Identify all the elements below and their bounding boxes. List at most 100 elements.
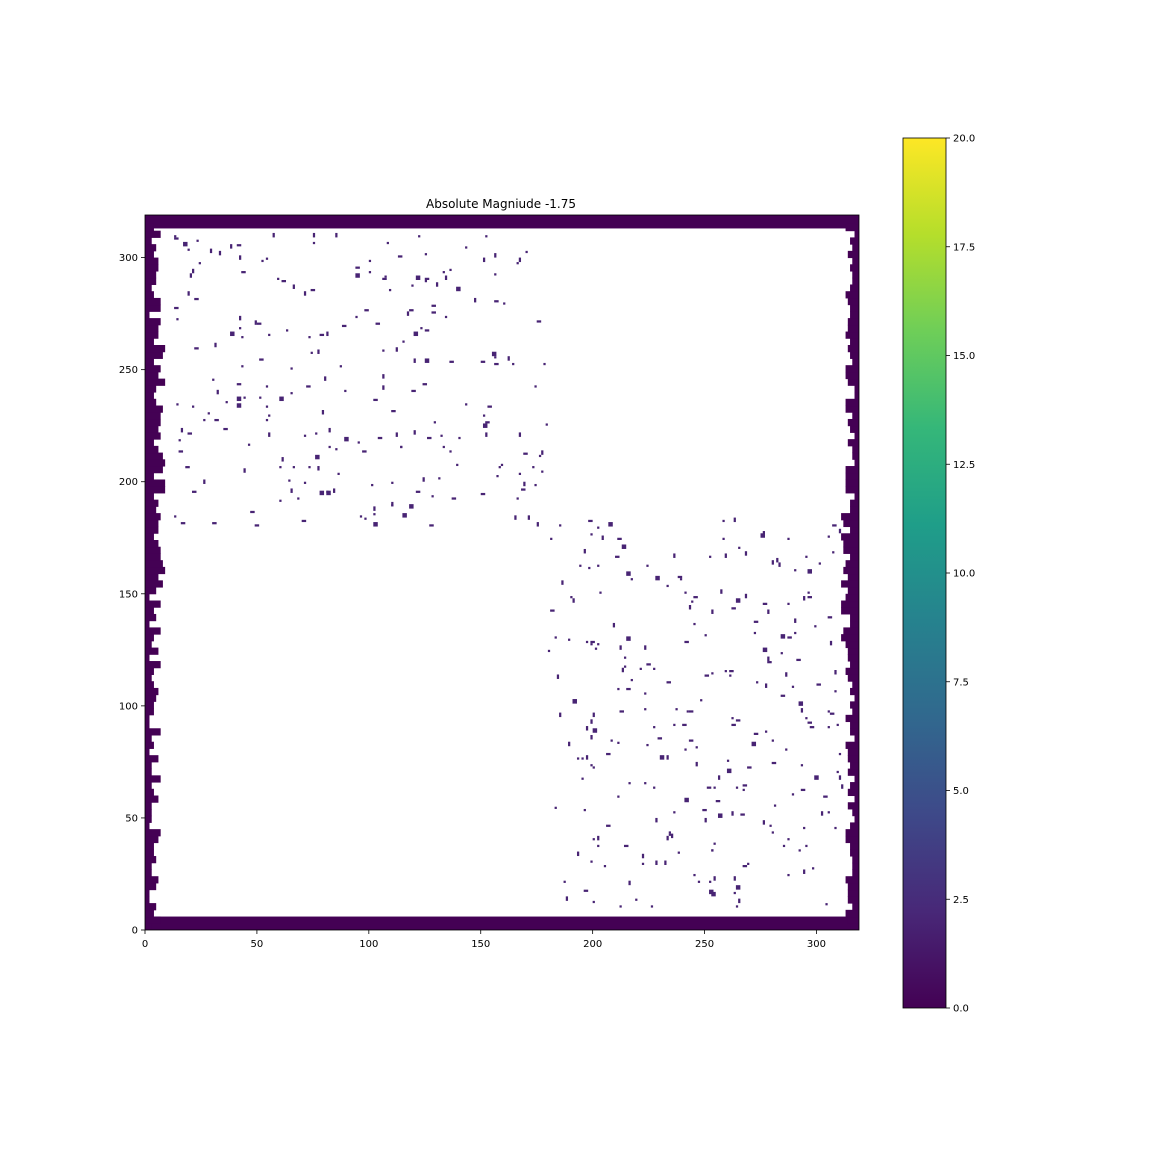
border-cell-left	[145, 432, 161, 440]
heatmap-cell	[545, 423, 548, 426]
border-cell-right	[841, 533, 859, 541]
border-cell-left	[145, 909, 154, 918]
heatmap-cell	[326, 490, 329, 493]
heatmap-cell	[411, 284, 414, 287]
heatmap-cell	[259, 396, 262, 399]
heatmap-cell	[265, 257, 269, 260]
heatmap-cell	[684, 640, 689, 644]
heatmap-cell	[268, 414, 271, 417]
border-cell-right	[850, 351, 859, 359]
heatmap-cell	[315, 432, 318, 435]
heatmap-cell	[458, 436, 461, 440]
border-cell-right	[845, 371, 859, 380]
heatmap-cell	[619, 645, 622, 650]
heatmap-cell	[742, 865, 748, 868]
heatmap-cell	[189, 273, 193, 278]
heatmap-cell	[203, 479, 206, 484]
border-cell-left	[145, 291, 154, 299]
heatmap-cell	[431, 495, 434, 498]
heatmap-cell	[590, 640, 595, 644]
heatmap-cell	[644, 692, 647, 695]
heatmap-cell	[606, 824, 611, 827]
heatmap-cell	[362, 450, 367, 453]
colorbar-tick-label: 2.5	[953, 895, 969, 906]
border-band-top	[145, 215, 859, 229]
border-cell-left	[145, 459, 166, 467]
heatmap-cell	[798, 701, 804, 706]
border-cell-left	[145, 755, 159, 763]
heatmap-cell	[344, 389, 347, 393]
heatmap-cell	[292, 466, 295, 469]
heatmap-cell	[628, 880, 631, 886]
heatmap-cell	[827, 811, 830, 814]
heatmap-cell	[729, 670, 734, 673]
border-cell-right	[845, 909, 859, 918]
heatmap-cell	[717, 813, 723, 818]
heatmap-cell	[303, 481, 307, 484]
heatmap-cell	[621, 544, 627, 549]
heatmap-cell	[418, 235, 421, 238]
heatmap-cell	[807, 596, 812, 599]
heatmap-cell	[731, 723, 736, 727]
heatmap-cell	[375, 322, 381, 325]
heatmap-cell	[402, 513, 407, 518]
heatmap-cell	[803, 826, 806, 830]
heatmap-cell	[194, 297, 199, 301]
heatmap-cell	[281, 457, 284, 462]
heatmap-cell	[670, 833, 674, 839]
border-cell-left	[145, 385, 157, 393]
heatmap-cell	[791, 793, 795, 796]
heatmap-cell	[666, 681, 671, 684]
heatmap-cell	[449, 450, 452, 453]
border-cell-right	[854, 775, 859, 783]
heatmap-cell	[415, 275, 421, 280]
heatmap-cell	[328, 427, 331, 433]
heatmap-cell	[433, 421, 436, 424]
border-cell-right	[847, 318, 859, 326]
heatmap-cell	[297, 497, 300, 500]
heatmap-cell	[576, 757, 580, 760]
heatmap-cell	[523, 481, 526, 487]
heatmap-cell	[688, 710, 694, 713]
chart-title: Absolute Magniude -1.75	[426, 197, 576, 211]
heatmap-cell	[619, 710, 624, 713]
heatmap-cell	[677, 851, 680, 854]
x-tick-label: 150	[471, 939, 490, 950]
border-cell-left	[145, 627, 161, 635]
heatmap-cell	[590, 735, 593, 740]
x-axis: 0 50 100 150 200 250 300	[142, 930, 826, 950]
border-cell-left	[145, 869, 152, 877]
border-cell-right	[843, 566, 859, 575]
heatmap-cell	[339, 365, 342, 368]
border-cell-right	[850, 842, 859, 850]
heatmap-cell	[373, 398, 378, 402]
border-cell-right	[854, 392, 859, 400]
border-cell-left	[145, 479, 166, 487]
heatmap-cell	[413, 358, 416, 363]
heatmap-cell	[230, 331, 235, 337]
heatmap-cell	[771, 560, 774, 565]
heatmap-cell	[666, 755, 669, 760]
border-cell-right	[854, 217, 859, 225]
heatmap-cell	[536, 522, 539, 527]
border-cell-left	[145, 808, 152, 817]
heatmap-cell	[409, 504, 414, 509]
border-cell-right	[843, 627, 859, 635]
heatmap-cell	[306, 385, 311, 388]
heatmap-cell	[178, 439, 181, 442]
border-cell-right	[847, 439, 859, 447]
heatmap-cell	[236, 383, 242, 386]
border-cell-left	[145, 728, 161, 736]
border-cell-left	[145, 452, 163, 460]
border-cell-left	[145, 365, 161, 373]
heatmap-cell	[395, 432, 398, 437]
border-cell-right	[854, 795, 859, 803]
heatmap-cell	[709, 555, 712, 558]
heatmap-cell	[518, 432, 522, 437]
heatmap-cell	[355, 273, 360, 278]
border-cell-right	[850, 701, 859, 709]
border-cell-left	[145, 230, 161, 238]
colorbar-tick-label: 20.0	[953, 134, 975, 145]
heatmap-cell	[735, 719, 741, 722]
heatmap-cell	[241, 336, 244, 339]
